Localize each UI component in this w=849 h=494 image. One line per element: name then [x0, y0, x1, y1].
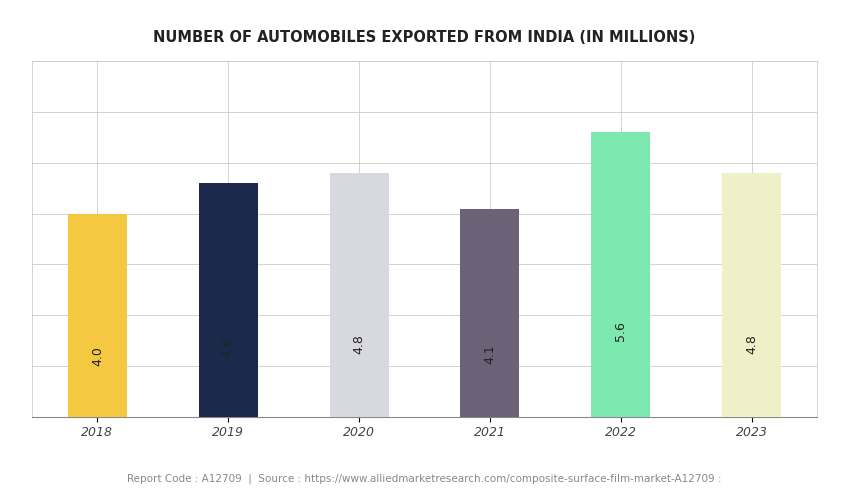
- Bar: [199, 183, 258, 417]
- Bar: [68, 213, 127, 417]
- Text: 5.6: 5.6: [615, 322, 627, 341]
- Text: 4.8: 4.8: [352, 333, 366, 354]
- Text: Report Code : A12709  |  Source : https://www.alliedmarketresearch.com/composite: Report Code : A12709 | Source : https://…: [127, 474, 722, 484]
- Text: 4.6: 4.6: [222, 337, 234, 357]
- Text: 4.1: 4.1: [483, 344, 497, 364]
- Title: NUMBER OF AUTOMOBILES EXPORTED FROM INDIA (IN MILLIONS): NUMBER OF AUTOMOBILES EXPORTED FROM INDI…: [154, 30, 695, 45]
- Bar: [722, 173, 781, 417]
- Bar: [329, 173, 389, 417]
- Bar: [591, 132, 650, 417]
- Text: 4.8: 4.8: [745, 333, 758, 354]
- Bar: [460, 208, 520, 417]
- Text: 4.0: 4.0: [91, 346, 104, 366]
